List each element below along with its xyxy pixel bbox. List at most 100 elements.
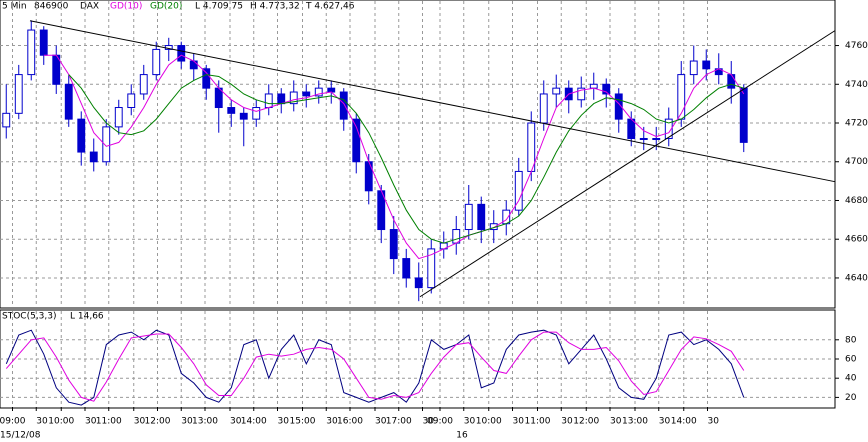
x-tick-label: 09:00 [0,417,26,427]
candle-body [477,203,486,231]
x-tick-label: 30 [464,417,476,427]
candle-body [652,138,661,141]
legend-ma20: GD(20) [150,2,182,12]
x-tick-label: 11:00 [96,417,122,427]
candle-body [739,87,748,143]
last-label: T 4.627,46 [305,2,355,12]
candle-body [577,87,586,101]
candle-body [264,93,273,109]
x-tick-label: 12:00 [573,417,599,427]
candle-body [414,277,423,289]
candle-body [614,93,623,120]
high-label: H 4.773,32 [250,2,300,12]
candle-body [2,112,11,128]
x-tick-label: 30 [181,417,193,427]
x-tick-label: 11:00 [525,417,551,427]
x-tick-label: 13:00 [192,417,218,427]
candle-body [127,93,136,109]
series-line [68,74,744,244]
y-tick-label: 4660 [845,235,868,245]
candle-body [589,83,598,89]
candle-body [539,93,548,124]
x-tick-label: 30 [708,417,720,427]
candle-body [139,74,148,95]
candle-body [427,248,436,289]
x-tick-label: 30 [134,417,146,427]
x-tick-label: 14:00 [671,417,697,427]
candle-body [14,74,23,114]
y-tick-label: 4760 [845,41,868,51]
low-label: L 4.709,75 [195,2,243,12]
candle-body [227,107,236,114]
series-line [43,54,745,260]
x-tick-label: 30 [375,417,387,427]
candle-body [277,93,286,105]
candle-body [189,60,198,70]
price-panel [0,0,836,309]
x-tick-label: 30 [36,417,48,427]
candle-body [252,107,261,120]
x-tick-label: 10:00 [476,417,502,427]
candle-body [514,170,523,211]
x-tick-label: 30 [423,417,435,427]
candle-body [314,87,323,97]
y-tick-label: 4640 [845,273,868,283]
candle-body [352,118,361,163]
y-tick-label: 4740 [845,80,868,90]
x-tick-label: 15:00 [290,417,316,427]
candle-body [602,83,611,95]
x-tick-label: 16:00 [337,417,363,427]
x-tick-label: 30 [230,417,242,427]
x-tick-label: 30 [610,417,622,427]
candle-body [89,151,98,163]
x-tick-label: 12:00 [145,417,171,427]
candle-body [202,68,211,89]
symbol: DAX [80,2,99,12]
legend-ma10: GD(10) [110,2,142,12]
x-tick-label: 30 [659,417,671,427]
y-tick-label: 20 [845,393,857,403]
y-tick-label: 4700 [845,157,868,167]
y-tick-label: 4680 [845,196,868,206]
y-tick-label: 40 [845,374,857,384]
x-tick-label: 14:00 [241,417,267,427]
candle-body [27,29,36,76]
candle-body [114,107,123,128]
x-tick-label: 30 [513,417,525,427]
candle-body [64,83,73,120]
series-line [5,329,745,406]
stoch-last: L 14,66 [70,312,104,322]
symbol-id: 846900 [34,2,69,12]
x-tick-label: 30 [85,417,97,427]
trend-line [419,30,836,298]
candle-body [39,29,48,56]
candle-body [727,74,736,89]
stoch-title: STOC(5,3,3) [2,312,57,322]
x-tick-label: 17:00 [386,417,412,427]
x-tick-label: 30 [326,417,338,427]
x-tick-label: 13:00 [622,417,648,427]
candle-body [464,203,473,231]
candle-body [177,45,186,62]
interval: 5 Min [2,2,27,12]
candle-body [289,91,298,105]
candle-body [102,126,111,163]
candle-body [389,229,398,260]
candle-body [639,138,648,141]
candle-body [339,91,348,120]
y-tick-label: 80 [845,335,857,345]
x-tick-label: 10:00 [48,417,74,427]
x-tick-label: 09:00 [427,417,453,427]
candle-body [664,118,673,140]
candle-body [77,118,86,153]
series-line [5,331,745,402]
y-tick-label: 4720 [845,119,868,129]
candle-body [327,87,336,93]
candle-body [702,60,711,70]
candle-body [239,112,248,120]
candle-body [552,87,561,95]
x-tick-label: 30 [278,417,290,427]
candle-body [689,60,698,76]
candle-body [152,48,161,76]
